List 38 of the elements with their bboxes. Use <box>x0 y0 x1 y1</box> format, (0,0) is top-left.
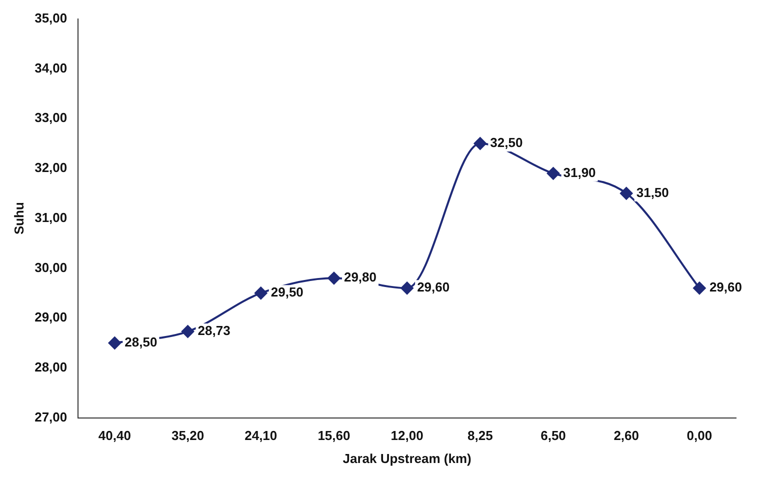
point <box>327 272 340 285</box>
y-tick-label: 30,00 <box>34 260 68 275</box>
y-tick-label: 33,00 <box>34 110 68 126</box>
x-tick-label: 40,40 <box>98 428 131 444</box>
data-label: 28,50 <box>124 334 158 350</box>
y-tick-label: 32,00 <box>34 160 68 176</box>
point <box>620 186 633 200</box>
x-tick-label: 2,60 <box>614 428 640 444</box>
y-tick-label: 31,00 <box>34 210 68 225</box>
data-label: 32,50 <box>490 135 523 150</box>
data-label: 29,60 <box>417 280 450 295</box>
x-tick-label: 8,25 <box>468 428 493 444</box>
x-axis-title: Jarak Upstream (km) <box>342 450 472 466</box>
data-label: 29,80 <box>344 270 377 285</box>
data-label: 31,90 <box>563 164 596 180</box>
x-tick-label: 12,00 <box>390 428 424 444</box>
data-label: 29,60 <box>709 280 742 295</box>
point <box>181 325 194 338</box>
x-tick-label: 15,60 <box>318 428 350 444</box>
x-tick-label: 24,10 <box>244 428 278 444</box>
point <box>474 136 487 150</box>
point <box>692 282 706 295</box>
y-tick-label: 29,00 <box>34 310 68 325</box>
y-tick-label: 27,00 <box>34 409 68 424</box>
y-tick-label: 34,00 <box>34 60 68 76</box>
x-tick-label: 6,50 <box>540 428 566 444</box>
point <box>108 336 122 350</box>
data-label: 31,50 <box>636 184 669 200</box>
y-tick-label: 28,00 <box>34 360 68 375</box>
x-tick-label: 0,00 <box>686 428 712 444</box>
data-label: 28,73 <box>198 323 230 338</box>
data-label: 29,50 <box>270 284 304 300</box>
y-tick-label: 35,00 <box>34 10 68 26</box>
x-tick-label: 35,20 <box>172 428 204 444</box>
point <box>254 286 268 300</box>
point <box>546 166 560 180</box>
y-axis-title: Suhu <box>11 202 26 235</box>
point <box>400 282 414 295</box>
